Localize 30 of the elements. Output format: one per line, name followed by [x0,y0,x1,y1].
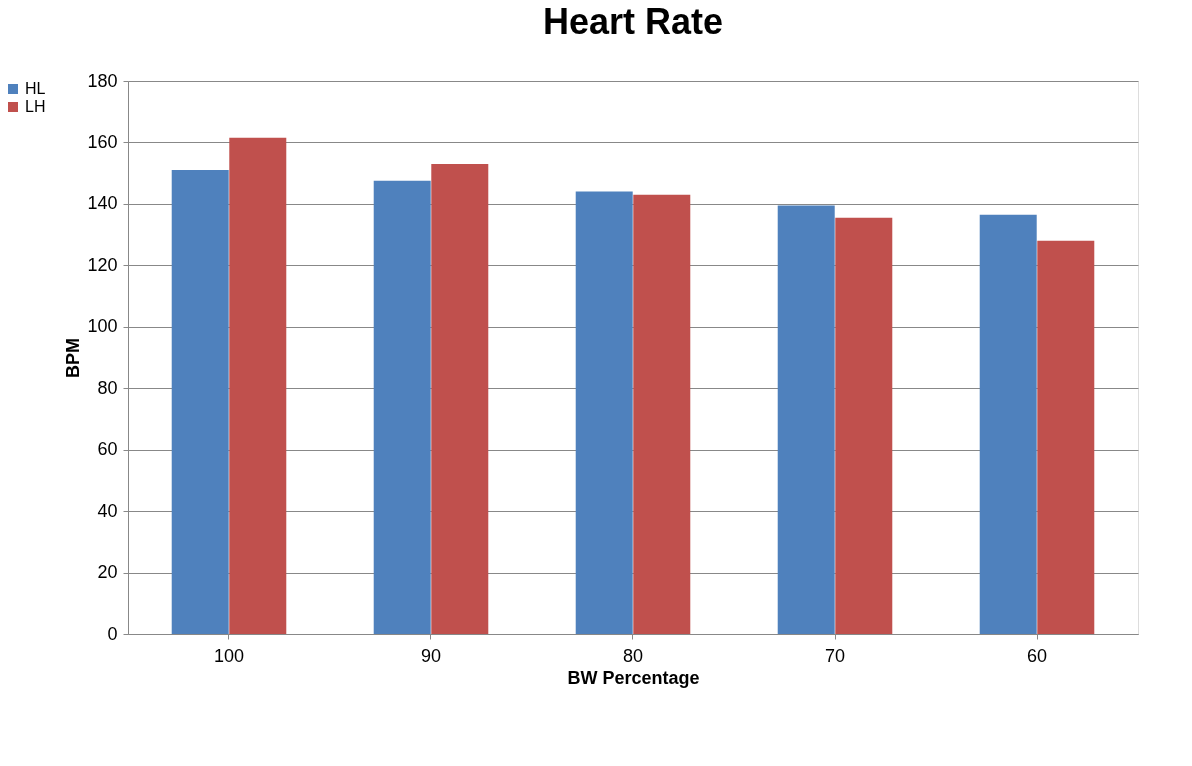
x-tick-label: 60 [1026,645,1048,666]
bar [979,214,1037,634]
x-tick-label: 90 [420,645,442,666]
bar [229,137,287,634]
x-axis-title: BW Percentage [567,667,700,688]
bar [171,170,229,634]
y-tick-label: 40 [97,500,118,521]
y-tick-label: 20 [97,562,118,583]
x-tick-label: 100 [213,645,245,666]
y-tick-label: 100 [87,316,118,337]
y-axis-title: BPM [63,338,84,378]
bar [431,163,489,634]
legend-label: LH [25,98,46,115]
x-tick-label: 80 [622,645,644,666]
y-tick-label: 160 [87,131,118,152]
bar [633,194,691,634]
bar [373,180,431,634]
y-tick-label: 80 [97,377,118,398]
x-tick-label: 70 [824,645,846,666]
y-tick-label: 140 [87,193,118,214]
y-tick-label: 120 [87,254,118,275]
y-tick-label: 60 [97,439,118,460]
bar [777,205,835,634]
legend-label: HL [25,80,46,97]
y-tick-label: 0 [107,623,118,644]
y-tick-label: 180 [87,70,118,91]
bar [835,217,893,634]
bar [575,191,633,634]
chart-title: Heart Rate [542,1,724,42]
bar [1037,240,1095,634]
